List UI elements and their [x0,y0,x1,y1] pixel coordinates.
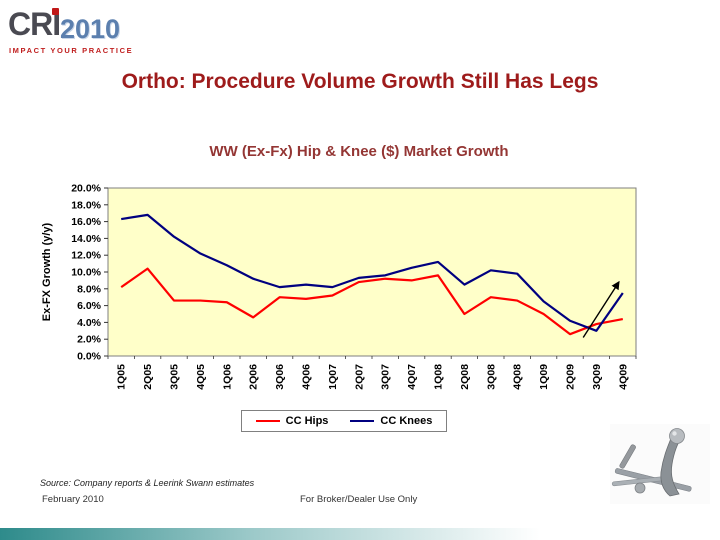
svg-text:4Q07: 4Q07 [406,364,418,390]
svg-text:3Q09: 3Q09 [591,364,603,390]
ortho-implants-image [610,424,710,504]
legend-line-swatch [255,419,280,423]
svg-text:2.0%: 2.0% [77,334,102,346]
chart-title: WW (Ex-Fx) Hip & Knee ($) Market Growth [209,143,509,160]
svg-text:2Q06: 2Q06 [248,364,260,390]
svg-text:3Q05: 3Q05 [169,364,181,390]
logo-year-text: 2010 [60,14,121,44]
logo-tagline: IMPACT YOUR PRACTICE [9,46,134,55]
legend-item: CC Knees [350,415,432,427]
growth-line-chart: 0.0% 2.0% 4.0% 6.0% 8.0% 10.0% 12.0% 14.0% 16.0%… [41,183,637,390]
legend-label: CC Knees [380,415,433,427]
footer-date: February 2010 [42,494,104,505]
legend-line-swatch [350,419,375,423]
svg-text:4Q09: 4Q09 [617,364,629,390]
svg-text:3Q06: 3Q06 [274,364,286,390]
svg-text:Ex-FX Growth (y/y): Ex-FX Growth (y/y) [41,222,53,321]
svg-text:14.0%: 14.0% [71,233,101,245]
svg-text:4Q05: 4Q05 [195,364,207,390]
svg-text:4.0%: 4.0% [77,317,102,329]
svg-text:2Q07: 2Q07 [353,364,365,390]
svg-text:1Q08: 1Q08 [433,364,445,390]
slide-title: Ortho: Procedure Volume Growth Still Has… [121,70,599,93]
svg-text:1Q09: 1Q09 [538,364,550,390]
svg-text:2Q05: 2Q05 [142,364,154,390]
svg-text:4Q06: 4Q06 [301,364,313,390]
legend-label: CC Hips [285,415,329,427]
cri-logo: CRI 2010 IMPACT YOUR PRACTICE [8,6,198,58]
svg-text:2Q09: 2Q09 [565,364,577,390]
logo-red-dot-icon [52,8,59,15]
chart-legend: CC Hips CC Knees [240,410,448,432]
svg-text:18.0%: 18.0% [71,199,101,211]
svg-text:1Q07: 1Q07 [327,364,339,390]
svg-text:10.0%: 10.0% [71,267,101,279]
svg-text:6.0%: 6.0% [77,300,102,312]
source-note: Source: Company reports & Leerink Swann … [40,478,255,488]
svg-text:0.0%: 0.0% [77,351,102,363]
svg-text:8.0%: 8.0% [77,283,102,295]
chart-area: WW (Ex-Fx) Hip & Knee ($) Market Growth … [36,143,652,432]
bottom-gradient-bar [0,528,720,540]
svg-text:3Q07: 3Q07 [380,364,392,390]
svg-text:1Q06: 1Q06 [221,364,233,390]
svg-text:12.0%: 12.0% [71,250,101,262]
svg-text:3Q08: 3Q08 [485,364,497,390]
legend-item: CC Hips [255,415,329,427]
svg-text:4Q08: 4Q08 [512,364,524,390]
svg-text:20.0%: 20.0% [71,183,101,195]
svg-text:2Q08: 2Q08 [459,364,471,390]
svg-text:1Q05: 1Q05 [116,364,128,390]
footer-disclaimer: For Broker/Dealer Use Only [300,494,418,505]
svg-text:16.0%: 16.0% [71,216,101,228]
